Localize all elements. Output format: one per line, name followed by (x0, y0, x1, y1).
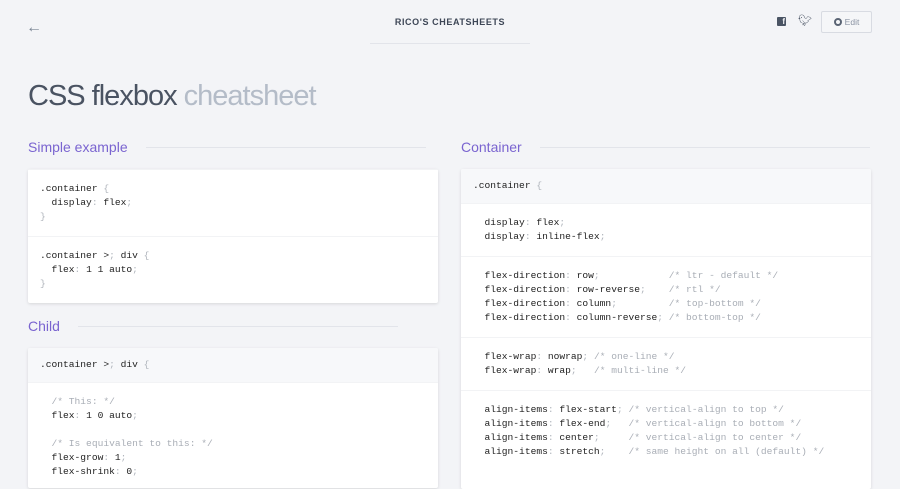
code-line: flex: 1 1 auto; (40, 264, 138, 275)
code-block: flex-direction: row; /* ltr - default */… (461, 256, 871, 337)
edit-button[interactable]: Edit (821, 11, 872, 33)
code-line: align-items: flex-start; /* vertical-ali… (473, 404, 784, 415)
section-heading-child: Child (28, 318, 398, 334)
code-line: flex-direction: column; /* top-bottom */ (473, 298, 761, 309)
code-line: .container >; div { (40, 250, 150, 261)
code-block: .container { (461, 169, 871, 203)
heading-text: Container (461, 139, 522, 155)
heading-text: Child (28, 318, 60, 334)
code-card-simple-example: .container { display: flex;} .container >… (28, 169, 438, 303)
code-block: .container >; div { (28, 348, 438, 382)
code-card-container: .container { display: flex; display: inl… (461, 169, 871, 489)
code-line: flex-wrap: nowrap; /* one-line */ (473, 351, 675, 362)
section-heading-container: Container (461, 139, 870, 155)
code-line: flex-direction: column-reverse; /* botto… (473, 312, 761, 323)
code-line: flex: 1 0 auto; (40, 410, 138, 421)
code-line: display: inline-flex; (473, 231, 606, 242)
code-line: .container { (473, 180, 543, 191)
divider (370, 43, 530, 44)
code-line: } (40, 278, 46, 289)
code-block: .container { display: flex;} (28, 169, 438, 236)
code-card-child: .container >; div { /* This: */ flex: 1 … (28, 348, 438, 488)
back-arrow-icon[interactable]: ← (26, 19, 42, 36)
code-line: align-items: stretch; /* same height on … (473, 446, 825, 457)
code-line: } (40, 211, 46, 222)
code-line (40, 423, 426, 437)
code-block: .container >; div { flex: 1 1 auto;} (28, 236, 438, 303)
github-icon (833, 18, 842, 26)
code-line: flex-wrap: wrap; /* multi-line */ (473, 365, 687, 376)
code-line: flex-direction: row-reverse; /* rtl */ (473, 284, 721, 295)
code-block: /* This: */ flex: 1 0 auto; /* Is equiva… (28, 382, 438, 488)
heading-text: Simple example (28, 139, 128, 155)
code-block: flex-wrap: nowrap; /* one-line */ flex-w… (461, 337, 871, 390)
code-line: /* Is equivalent to this: */ (51, 438, 213, 449)
section-heading-simple: Simple example (28, 139, 426, 155)
twitter-icon[interactable]: 🐦︎ (798, 15, 812, 27)
site-title[interactable]: RICO'S CHEATSHEETS (394, 17, 506, 27)
code-block: align-items: flex-start; /* vertical-ali… (461, 390, 871, 471)
page-title: CSS flexbox cheatsheet (28, 80, 317, 113)
code-block: display: flex; display: inline-flex; (461, 203, 871, 256)
facebook-icon[interactable]: f (777, 17, 786, 26)
code-line: .container >; div { (40, 359, 150, 370)
code-line: flex-direction: row; /* ltr - default */ (473, 270, 779, 281)
code-line: align-items: center; /* vertical-align t… (473, 432, 802, 443)
code-line: /* This: */ (51, 396, 115, 407)
code-line: align-items: flex-end; /* vertical-align… (473, 418, 802, 429)
title-main: CSS flexbox (28, 80, 178, 112)
code-line: .container { (40, 183, 110, 194)
code-line: flex-shrink: 0; (40, 466, 138, 477)
code-line: display: flex; (473, 217, 566, 228)
edit-label: Edit (844, 17, 860, 27)
code-line: display: flex; (40, 197, 133, 208)
title-light: cheatsheet (183, 80, 317, 112)
code-line: flex-grow: 1; (40, 452, 127, 463)
